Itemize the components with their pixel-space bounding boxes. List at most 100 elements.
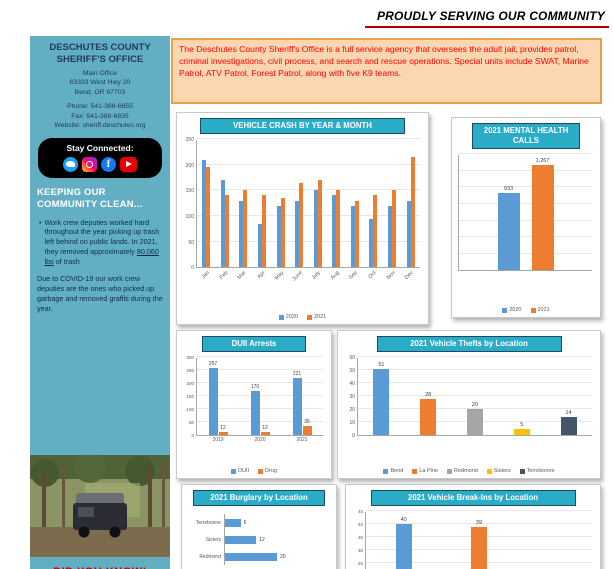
legend-swatch [447, 468, 452, 474]
bar [260, 432, 270, 436]
x-axis-label: June [291, 270, 304, 283]
bar-wrap: 20 [466, 402, 483, 436]
duii-arrests-chart-card: DUII Arrests 300 250 200 150 100 50 0 257 12 2019… [176, 330, 332, 479]
bars [350, 200, 359, 268]
bar-value-label: 933 [503, 185, 514, 192]
twitter-icon[interactable] [63, 156, 78, 172]
bar [313, 190, 318, 268]
bars: 40 [395, 517, 412, 569]
y-tick-label: 40 [357, 522, 363, 527]
grid-line [358, 408, 592, 410]
social-icons: f [41, 156, 159, 172]
plot: 51 28 20 5 14 [357, 356, 592, 437]
bar-group: Aug [327, 140, 346, 281]
bar-wrap: 28 [420, 392, 437, 436]
bar [250, 390, 260, 436]
bar [560, 416, 577, 436]
x-axis-label: Aug [329, 270, 341, 282]
bar-group: Oct [364, 140, 383, 280]
bar [243, 190, 248, 268]
legend-label: La Pine [419, 468, 438, 474]
bar [410, 157, 415, 268]
legend-label: Sisters [493, 468, 511, 474]
grid-line [459, 252, 592, 254]
bar-wrap [388, 205, 393, 268]
y-tick-label: 60 [349, 355, 355, 362]
bar-value-label: 14 [565, 409, 572, 416]
grid-line [459, 186, 592, 188]
chart-plot-area: Terrebonne 6 Sisters 12 Redmond 20 [182, 506, 336, 566]
address-line1: Main Office [82, 69, 118, 77]
instagram-icon[interactable] [82, 156, 97, 172]
y-tick-label: 30 [349, 394, 355, 401]
grid-line [358, 356, 592, 358]
bullet-marker: • [39, 217, 42, 227]
org-name: DESCHUTES COUNTY SHERIFF'S OFFICE [37, 42, 163, 66]
y-axis: 300 250 200 150 100 50 0 [183, 355, 196, 438]
bar-wrap: 221 [292, 370, 302, 436]
vehicle-crash-chart-title: VEHICLE CRASH BY YEAR & MONTH [200, 118, 405, 135]
grid-line [459, 236, 592, 238]
bar [302, 426, 312, 436]
bar [206, 167, 211, 268]
vehicle-thefts-chart-card: 2021 Vehicle Thefts by Location 60 50 40 30… [337, 330, 601, 479]
phone-number: Phone: 541-388-6655 [67, 103, 133, 111]
facebook-icon[interactable]: f [101, 156, 116, 172]
bars [369, 195, 378, 268]
bar-wrap: 933 [497, 185, 520, 271]
legend-label: 2020 [285, 314, 298, 320]
bar [224, 195, 229, 268]
bar-wrap: 5 [513, 421, 530, 436]
legend-item: Bend [383, 468, 403, 474]
youtube-icon[interactable] [120, 156, 137, 172]
bar-wrap [410, 157, 415, 268]
vehicle-thefts-chart: 60 50 40 30 20 10 0 51 28 20 5 14 [338, 352, 600, 439]
bar-wrap: 12 [260, 425, 270, 436]
legend-label: 2021 [537, 307, 550, 313]
y-tick-label: 35 [357, 534, 363, 540]
bar-wrap [276, 205, 281, 268]
y-tick-label: 50 [188, 239, 194, 246]
bar-group: 51 [358, 358, 405, 436]
bullet-text: Work crew deputies worked hard throughou… [45, 218, 163, 268]
grid-line [358, 382, 592, 384]
bar-wrap [220, 180, 225, 268]
bar [470, 526, 487, 569]
bar-zone: 12 [224, 531, 330, 549]
bar-value-label: 1,267 [535, 158, 550, 165]
bar [218, 432, 228, 436]
bar-wrap: 39 [470, 520, 487, 569]
legend-item: 2021 [307, 314, 326, 320]
bar-group: July [308, 140, 327, 281]
address-line3: Bend, OR 97703 [74, 88, 126, 96]
burglary-chart: Terrebonne 6 Sisters 12 Redmond 20 [182, 506, 336, 566]
bar-wrap [262, 195, 267, 268]
bar [406, 200, 411, 268]
bar-wrap: 170 [250, 384, 260, 436]
mental-health-chart-card: 2021 MENTAL HEALTH CALLS 933 1,267 2020 20… [451, 117, 601, 318]
bar-group: 40Bend [366, 512, 441, 569]
legend-swatch [383, 468, 389, 474]
grid-line [366, 510, 592, 512]
bar-value-label: 221 [292, 370, 302, 377]
bar-wrap [313, 190, 318, 268]
bar-group: Nov [383, 140, 402, 281]
bar-group: Mar [234, 140, 253, 281]
y-tick-label: 100 [185, 213, 194, 220]
bullet-text-after: of trash [53, 257, 80, 267]
burglary-chart-title: 2021 Burglary by Location [193, 490, 325, 507]
website-link[interactable]: Website: sheriff.deschutes.org [54, 122, 146, 130]
bar-wrap: 257 [208, 361, 218, 436]
org-name-line2: SHERIFF'S OFFICE [56, 53, 144, 65]
chart-legend: DUII Drug [177, 468, 331, 474]
y-tick-label: 45 [357, 509, 363, 515]
chart-plot-area: 60 50 40 30 20 10 0 51 28 20 5 14 [338, 352, 600, 439]
stay-connected-label: Stay Connected: [66, 142, 134, 153]
bar-group: 20 [452, 358, 499, 436]
bars [406, 157, 415, 268]
bar-value-label: 5 [520, 421, 524, 428]
plot: 933 1,267 [458, 153, 592, 272]
bar-wrap [299, 182, 304, 268]
plot: Jan Feb Mar Apr May June July Aug Sep Oct Nov Dec [196, 138, 420, 282]
grid-line [459, 219, 592, 221]
